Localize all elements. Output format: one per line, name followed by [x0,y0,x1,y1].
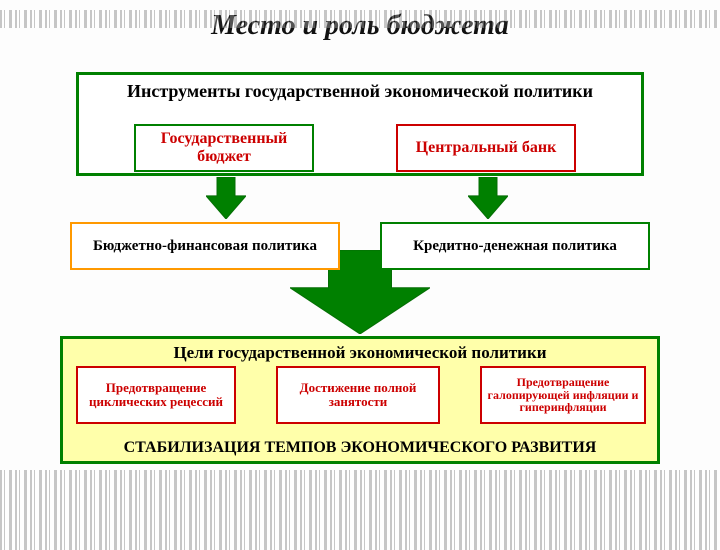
arrow-down-right [468,177,508,219]
fiscal-policy-label: Бюджетно-финансовая политика [93,238,317,255]
instrument-budget: Государственный бюджет [134,124,314,172]
monetary-policy-label: Кредитно-денежная политика [413,238,617,255]
fiscal-policy-box: Бюджетно-финансовая политика [70,222,340,270]
goal-recession: Предотвращение циклических рецессий [76,366,236,424]
goal-recession-label: Предотвращение циклических рецессий [82,381,230,408]
instruments-header: Инструменты государственной экономическо… [79,75,641,102]
instrument-central-bank: Центральный банк [396,124,576,172]
instrument-budget-label: Государственный бюджет [136,130,312,165]
barcode-bottom [0,470,720,550]
monetary-policy-box: Кредитно-денежная политика [380,222,650,270]
page-title: Место и роль бюджета [0,10,720,42]
goal-employment: Достижение полной занятости [276,366,440,424]
arrow-down-left [206,177,246,219]
goals-header: Цели государственной экономической полит… [63,339,657,363]
instrument-central-bank-label: Центральный банк [416,139,557,157]
goals-footer: СТАБИЛИЗАЦИЯ ТЕМПОВ ЭКОНОМИЧЕСКОГО РАЗВИ… [63,439,657,457]
goal-employment-label: Достижение полной занятости [282,381,434,408]
goal-inflation: Предотвращение галопирующей инфляции и г… [480,366,646,424]
goal-inflation-label: Предотвращение галопирующей инфляции и г… [486,376,640,414]
